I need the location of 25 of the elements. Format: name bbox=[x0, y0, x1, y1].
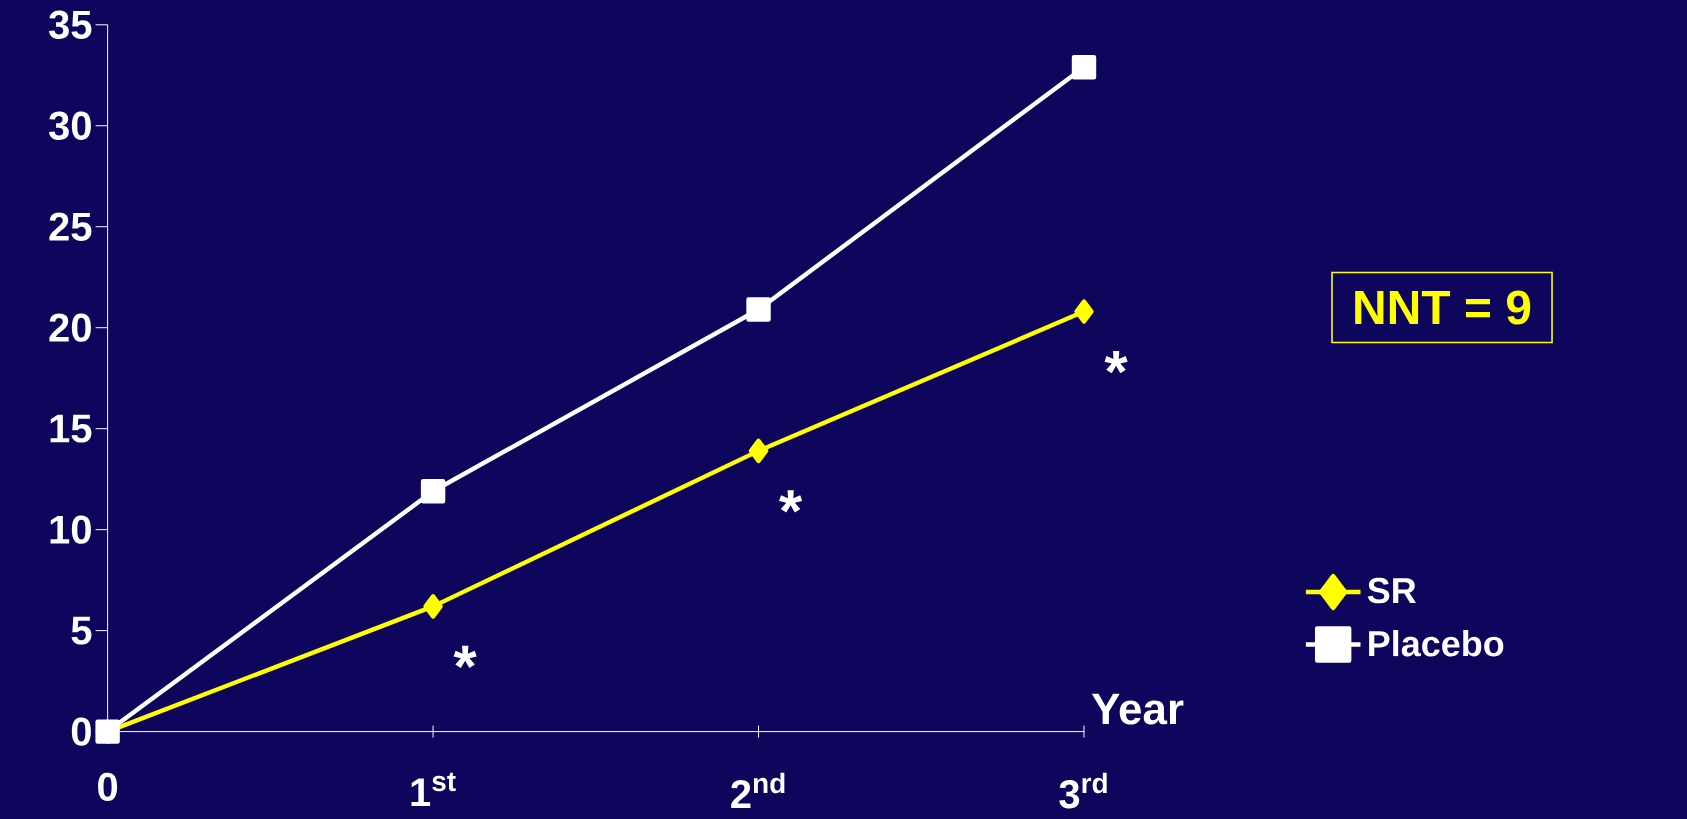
y-tick-label: 15 bbox=[50, 414, 92, 443]
text: * bbox=[1104, 350, 1128, 374]
point bbox=[746, 297, 771, 322]
x-tick-label: 1$^{st}$ bbox=[411, 772, 456, 806]
x-tick-label: 2$^{nd}$ bbox=[731, 772, 785, 808]
y-tick-label: 0 bbox=[71, 717, 91, 746]
y-tick-label: 25 bbox=[49, 212, 92, 241]
y-tick-label: 20 bbox=[49, 313, 91, 342]
legend-label: SR bbox=[1367, 577, 1416, 604]
x-tick-label: 3$^{rd}$ bbox=[1059, 772, 1107, 809]
point bbox=[420, 479, 446, 504]
x-axis-title: Year bbox=[1091, 693, 1184, 725]
point bbox=[748, 438, 769, 464]
point bbox=[1071, 55, 1097, 80]
annotation: * bbox=[779, 490, 803, 513]
point bbox=[423, 594, 443, 619]
point bbox=[1074, 299, 1094, 324]
text: NNT = 9 bbox=[1355, 290, 1531, 325]
legend-label: Placebo bbox=[1369, 630, 1504, 657]
y-tick-label: 10 bbox=[50, 515, 91, 544]
x-tick-label: 0 bbox=[98, 772, 118, 801]
y-tick-label: 5 bbox=[71, 616, 92, 645]
y-tick-label: 30 bbox=[48, 111, 91, 140]
annotation: * bbox=[453, 645, 477, 669]
y-tick-label: 35 bbox=[48, 10, 92, 39]
